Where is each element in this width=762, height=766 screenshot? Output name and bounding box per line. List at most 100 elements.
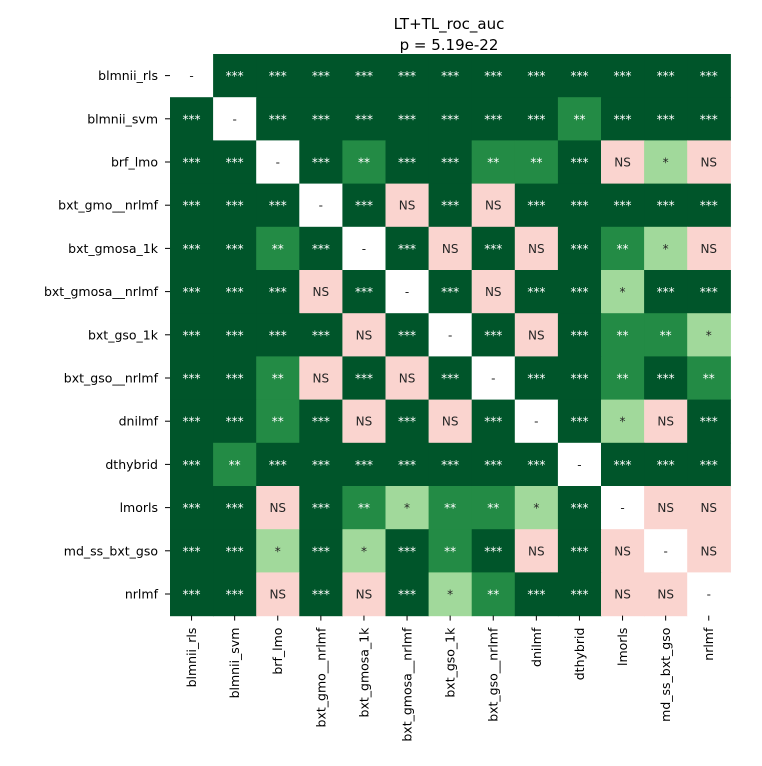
heatmap-cell-3-6 (428, 183, 473, 228)
cell-annotation-0-0: - (189, 69, 193, 83)
heatmap-cell-8-2 (256, 399, 300, 444)
heatmap-cell-5-4 (342, 270, 387, 314)
heatmap-cell-9-1 (213, 442, 257, 487)
heatmap-cell-2-10 (601, 140, 645, 185)
cell-annotation-4-4: - (362, 242, 366, 256)
heatmap-cell-1-9 (557, 97, 602, 141)
column-label-bxt-gso-nrlmf: bxt_gso__nrlmf (486, 627, 501, 722)
heatmap-cell-7-2 (256, 356, 300, 401)
cell-annotation-9-4: *** (355, 458, 373, 472)
heatmap-cell-12-8 (514, 572, 559, 617)
heatmap-cell-12-2 (256, 572, 300, 617)
cell-annotation-12-6: * (447, 588, 453, 602)
cell-annotation-9-10: *** (614, 458, 632, 472)
cell-annotation-8-9: *** (570, 415, 588, 429)
heatmap-cell-12-12 (687, 572, 731, 617)
heatmap-cell-9-2 (256, 442, 300, 487)
cell-annotation-5-12: *** (700, 285, 718, 299)
heatmap-cell-7-4 (342, 356, 387, 401)
heatmap-cell-3-5 (385, 183, 430, 228)
cell-annotation-4-8: NS (528, 242, 545, 256)
heatmap-cell-0-3 (299, 54, 343, 98)
heatmap-cell-12-9 (557, 572, 602, 617)
heatmap-cell-9-0 (170, 442, 214, 487)
cell-annotation-2-0: *** (183, 156, 201, 170)
cell-annotation-6-2: *** (269, 328, 287, 342)
row-label-md-ss-bxt-gso: md_ss_bxt_gso (64, 543, 158, 558)
cell-annotation-5-6: *** (441, 285, 459, 299)
cell-annotation-7-5: NS (399, 372, 416, 386)
cell-annotation-1-5: *** (398, 112, 416, 126)
cell-annotation-7-2: ** (272, 372, 284, 386)
cell-annotation-1-7: *** (484, 112, 502, 126)
cell-annotation-12-0: *** (183, 588, 201, 602)
heatmap-cell-3-8 (514, 183, 559, 228)
heatmap-cell-7-7 (471, 356, 516, 401)
heatmap-cell-8-3 (299, 399, 343, 444)
cell-annotation-12-11: NS (657, 588, 674, 602)
cell-annotation-5-3: NS (313, 285, 330, 299)
heatmap-cell-7-8 (514, 356, 559, 401)
cell-annotation-11-11: - (663, 544, 667, 558)
heatmap-cell-12-3 (299, 572, 343, 617)
heatmap-cell-2-0 (170, 140, 214, 185)
heatmap-cell-12-11 (644, 572, 688, 617)
heatmap-cell-4-9 (557, 226, 602, 271)
heatmap-cell-6-2 (256, 313, 300, 357)
column-label-blmnii-rls: blmnii_rls (184, 628, 199, 688)
cell-annotation-8-7: *** (484, 415, 502, 429)
cell-annotation-3-4: *** (355, 199, 373, 213)
cell-annotation-2-10: NS (614, 156, 631, 170)
heatmap-cell-8-6 (428, 399, 473, 444)
cell-annotation-11-10: NS (614, 544, 631, 558)
cell-annotation-4-0: *** (183, 242, 201, 256)
heatmap-cell-10-3 (299, 486, 343, 530)
heatmap-cell-7-3 (299, 356, 343, 401)
heatmap-cell-1-4 (342, 97, 387, 141)
heatmap-cell-6-1 (213, 313, 257, 357)
cell-annotation-7-4: *** (355, 372, 373, 386)
cell-annotation-2-4: ** (358, 156, 370, 170)
heatmap-cell-8-9 (557, 399, 602, 444)
heatmap-cell-7-1 (213, 356, 257, 401)
cell-annotation-10-9: *** (570, 501, 588, 515)
cell-annotation-0-12: *** (700, 69, 718, 83)
cell-annotation-7-0: *** (183, 372, 201, 386)
column-label-dthybrid: dthybrid (572, 628, 587, 681)
cell-annotation-3-10: *** (614, 199, 632, 213)
cell-annotation-3-1: *** (226, 199, 244, 213)
cell-annotation-4-6: NS (442, 242, 459, 256)
heatmap-cell-8-5 (385, 399, 430, 444)
cell-annotation-7-1: *** (226, 372, 244, 386)
cell-annotation-9-12: *** (700, 458, 718, 472)
cell-annotation-11-12: NS (700, 544, 717, 558)
cell-annotation-8-4: NS (356, 415, 373, 429)
cell-annotation-11-9: *** (570, 544, 588, 558)
heatmap-cell-1-12 (687, 97, 731, 141)
cell-annotation-10-10: - (620, 501, 624, 515)
cell-annotation-4-5: *** (398, 242, 416, 256)
cell-annotation-12-7: ** (487, 588, 499, 602)
cell-annotation-2-12: NS (700, 156, 717, 170)
cell-annotation-3-11: *** (657, 199, 675, 213)
heatmap-cell-6-7 (471, 313, 516, 357)
cell-annotation-10-7: ** (487, 501, 499, 515)
heatmap-cell-10-4 (342, 486, 387, 530)
heatmap-cell-9-11 (644, 442, 688, 487)
heatmap-cell-7-0 (170, 356, 214, 401)
heatmap-cell-1-0 (170, 97, 214, 141)
cell-annotation-2-9: *** (570, 156, 588, 170)
column-label-bxt-gmosa-1k: bxt_gmosa_1k (356, 627, 371, 718)
chart-title: LT+TL_roc_auc (394, 15, 505, 34)
cell-annotation-5-10: * (620, 285, 626, 299)
heatmap-cell-0-10 (601, 54, 645, 98)
cell-annotation-6-0: *** (183, 328, 201, 342)
cell-annotation-11-3: *** (312, 544, 330, 558)
heatmap-cell-6-0 (170, 313, 214, 357)
cell-annotation-6-8: NS (528, 328, 545, 342)
heatmap-cell-0-5 (385, 54, 430, 98)
heatmap-cell-6-6 (428, 313, 473, 357)
cell-annotation-2-3: *** (312, 156, 330, 170)
cell-annotation-12-9: *** (570, 588, 588, 602)
heatmap-cell-3-4 (342, 183, 387, 228)
